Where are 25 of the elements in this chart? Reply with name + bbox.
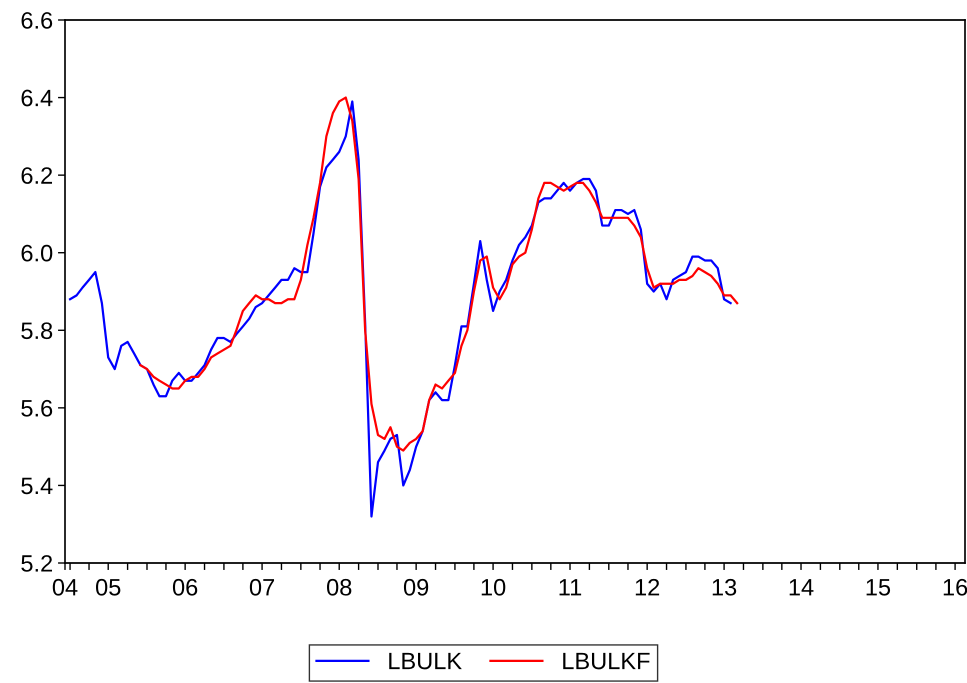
x-tick-label: 14 xyxy=(790,579,814,596)
y-tick-label: 5.6 xyxy=(21,400,52,417)
y-tick-label: 5.4 xyxy=(21,478,53,494)
legend-label: LBULK xyxy=(389,652,462,670)
y-tick-label: 6.4 xyxy=(22,90,53,106)
x-tick-label: 16 xyxy=(944,578,967,596)
x-tick-label: 15 xyxy=(866,579,890,596)
x-tick-label: 04 xyxy=(52,578,78,596)
x-tick-label: 10 xyxy=(482,578,506,596)
x-tick-label: 13 xyxy=(712,578,736,596)
y-tick-label: 6.0 xyxy=(22,244,52,262)
x-tick-label: 05 xyxy=(96,578,120,596)
x-tick-label: 12 xyxy=(636,578,660,596)
x-tick-label: 06 xyxy=(172,578,198,596)
y-tick-label: 6.2 xyxy=(22,167,52,184)
y-tick-label: 5.8 xyxy=(21,322,52,340)
line-series xyxy=(139,96,738,452)
x-tick-label: 11 xyxy=(560,579,582,596)
x-tick-label: 07 xyxy=(250,578,274,596)
y-tick-label: 6.6 xyxy=(22,12,52,29)
x-tick-label: 09 xyxy=(404,578,428,596)
legend-label: LBULKF xyxy=(563,652,650,670)
x-tick-label: 08 xyxy=(327,578,352,596)
y-tick-label: 5.2 xyxy=(21,555,52,572)
line-series xyxy=(68,100,732,518)
